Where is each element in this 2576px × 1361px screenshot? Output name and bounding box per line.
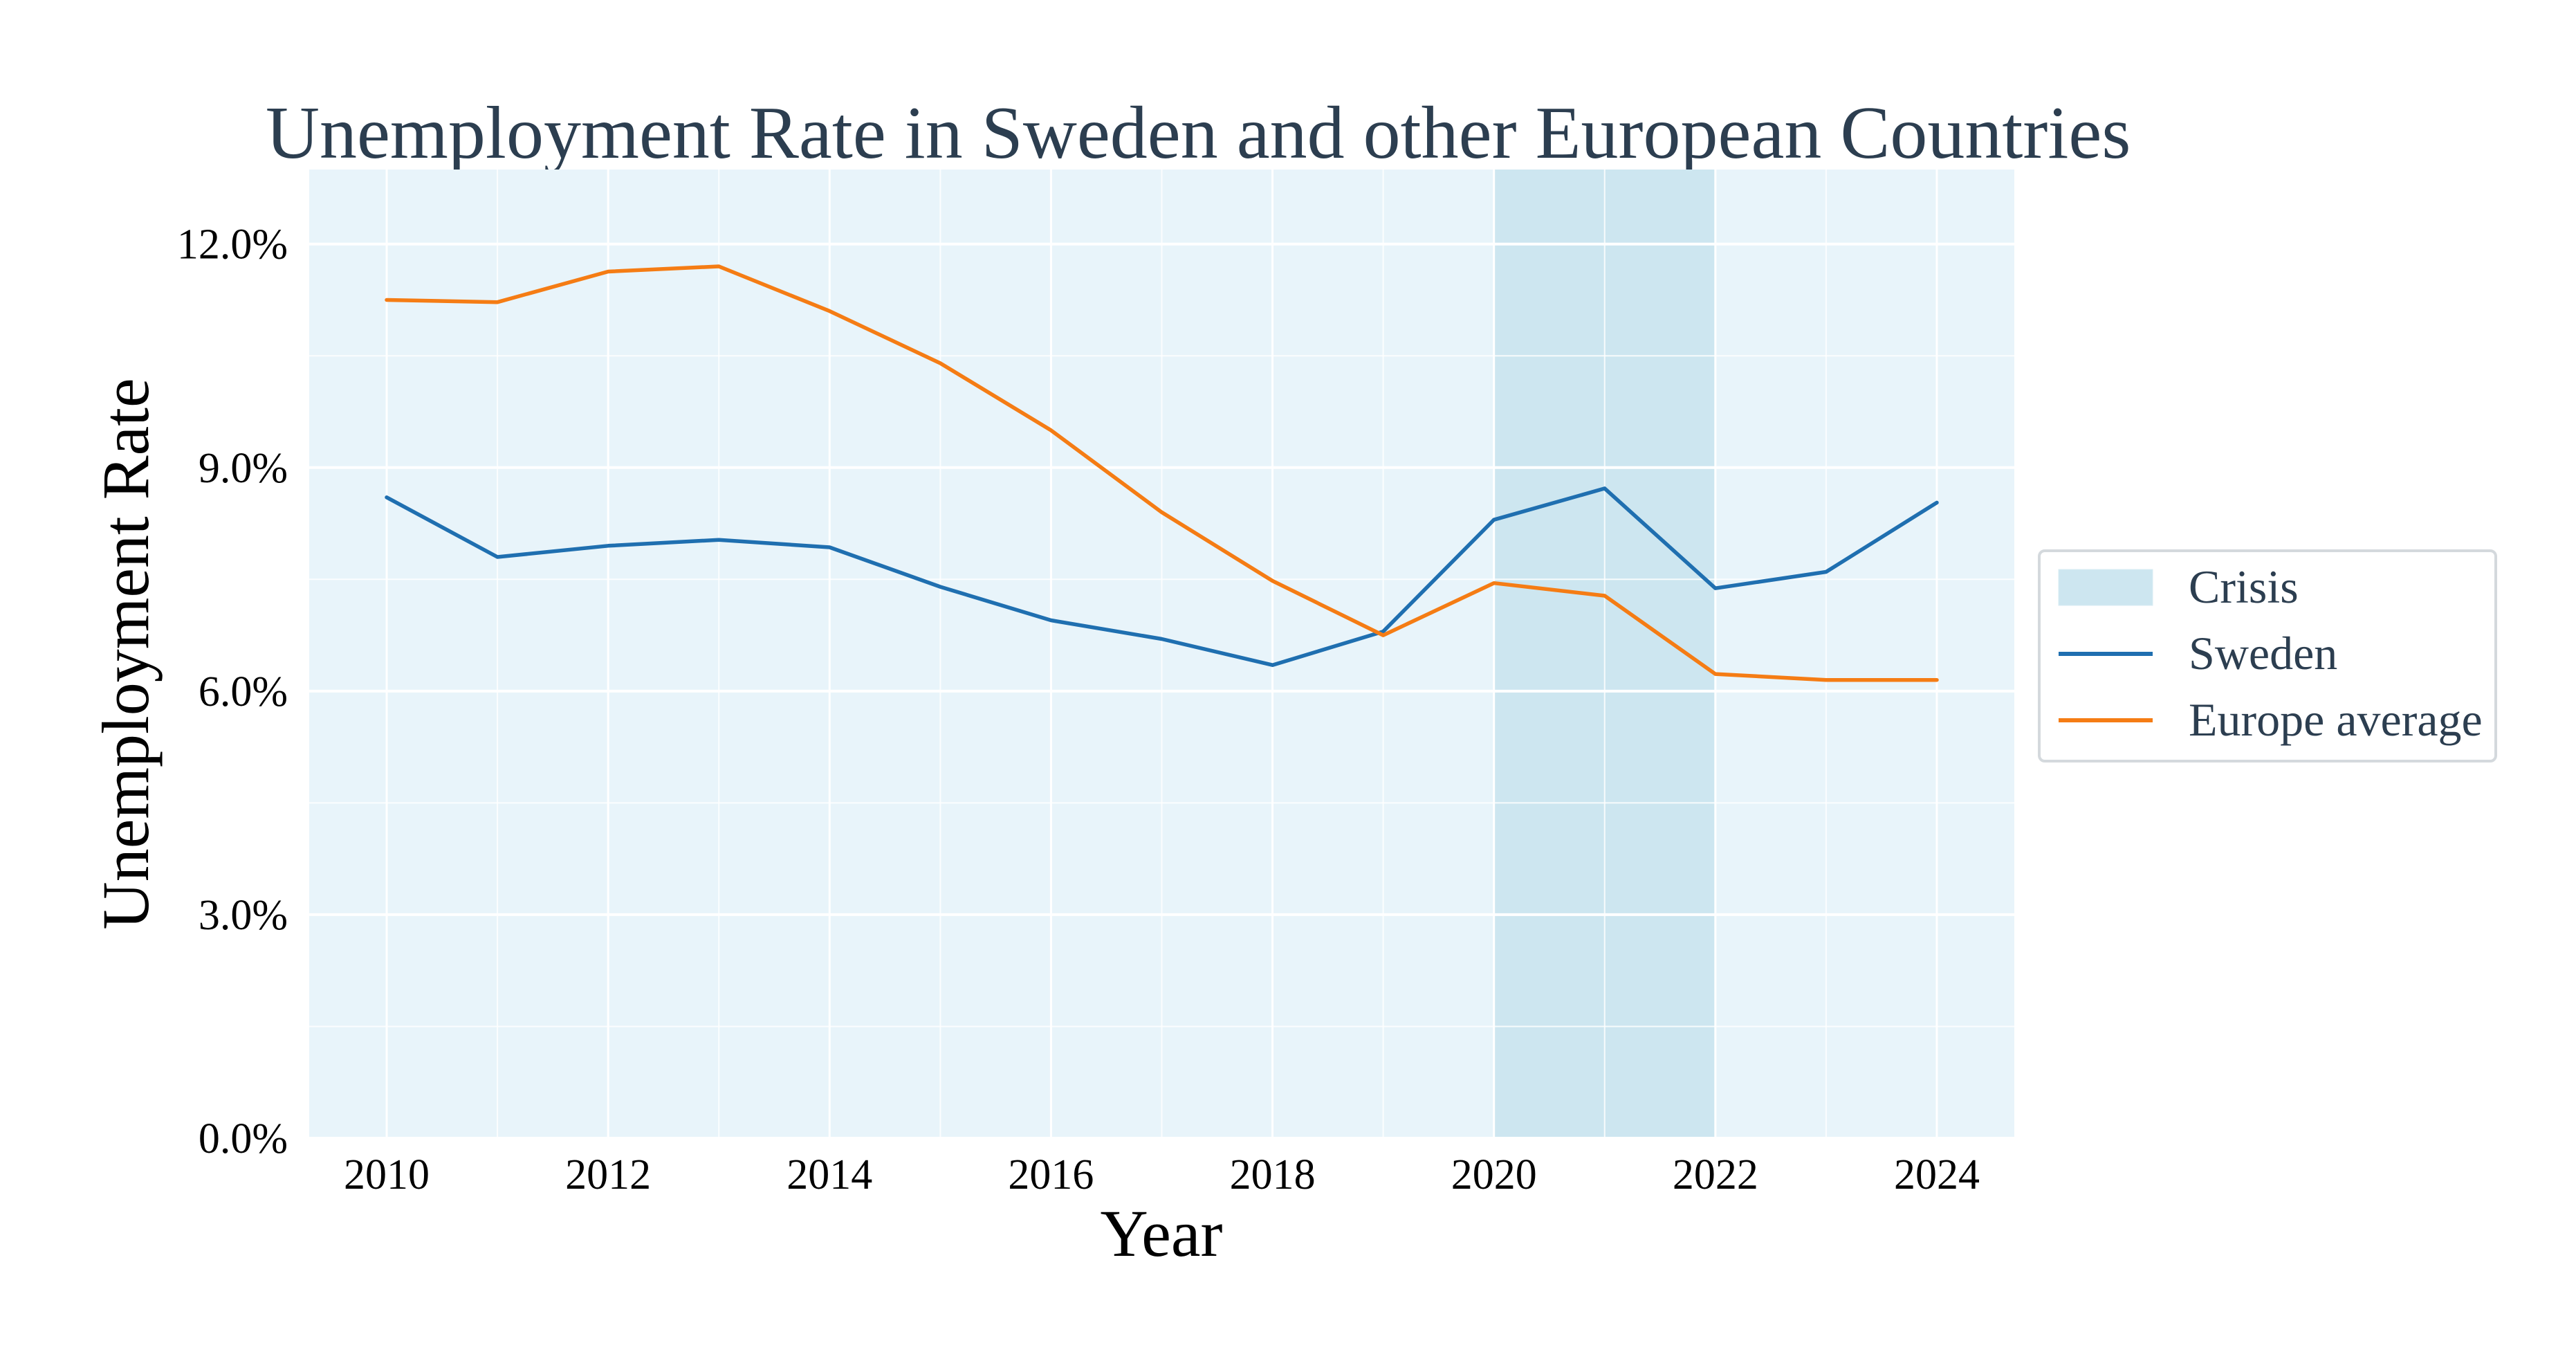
- legend-box: [2038, 549, 2497, 762]
- x-tick-label: 2010: [344, 1151, 430, 1198]
- y-tick-label: 6.0%: [199, 668, 288, 715]
- tick-label-layer: 2010 2012 2014 2016 2018 2020 2022 2024 0.0% 3.0%…: [177, 221, 1980, 1198]
- x-axis-label: Year: [1101, 1196, 1223, 1270]
- x-tick-label: 2020: [1451, 1151, 1537, 1198]
- x-tick-label: 2022: [1673, 1151, 1758, 1198]
- x-tick-label: 2014: [786, 1151, 872, 1198]
- grid-layer: [309, 170, 2014, 1140]
- x-tick-label: 2024: [1894, 1151, 1980, 1198]
- series-layer: [385, 264, 1939, 682]
- y-tick-label: 3.0%: [199, 892, 288, 939]
- y-tick-label: 0.0%: [199, 1115, 288, 1162]
- y-tick-label: 9.0%: [199, 445, 288, 492]
- x-tick-label: 2018: [1230, 1151, 1316, 1198]
- legend-crisis-swatch: [2058, 569, 2153, 606]
- x-tick-label: 2012: [565, 1151, 651, 1198]
- x-tick-label: 2016: [1008, 1151, 1094, 1198]
- y-axis-label: Unemployment Rate: [89, 378, 163, 929]
- series-line-sweden: [385, 486, 1939, 667]
- series-line-europe-average: [385, 264, 1939, 682]
- y-tick-label: 12.0%: [177, 221, 288, 268]
- legend-label-sweden: Sweden: [2189, 627, 2337, 679]
- legend-label-crisis: Crisis: [2189, 560, 2299, 613]
- chart-title: Unemployment Rate in Sweden and other Eu…: [266, 92, 2131, 174]
- legend-label-europe-average: Europe average: [2189, 693, 2483, 746]
- legend: Crisis Sweden Europe average: [2038, 549, 2497, 762]
